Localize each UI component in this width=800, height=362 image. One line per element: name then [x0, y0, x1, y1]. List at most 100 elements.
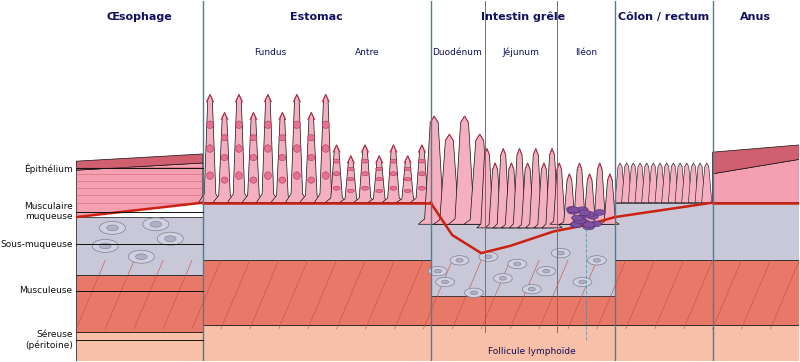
Ellipse shape: [235, 172, 242, 180]
Text: Épithélium: Épithélium: [24, 163, 73, 174]
Circle shape: [557, 251, 564, 255]
Polygon shape: [534, 163, 554, 228]
Ellipse shape: [308, 177, 314, 183]
Circle shape: [470, 291, 478, 295]
Ellipse shape: [308, 155, 314, 161]
Polygon shape: [615, 203, 799, 260]
Polygon shape: [477, 148, 497, 228]
Ellipse shape: [418, 172, 426, 176]
Ellipse shape: [390, 172, 397, 176]
Ellipse shape: [333, 172, 340, 176]
Ellipse shape: [376, 177, 382, 181]
Circle shape: [542, 269, 550, 273]
Polygon shape: [628, 163, 638, 203]
Text: Duodénum: Duodénum: [433, 47, 482, 56]
Ellipse shape: [206, 172, 214, 180]
Circle shape: [165, 236, 176, 241]
Polygon shape: [570, 163, 589, 224]
Text: Musculaire
muqueuse: Musculaire muqueuse: [24, 202, 73, 221]
Circle shape: [590, 221, 602, 227]
Ellipse shape: [347, 189, 354, 193]
Text: Follicule lymphoïde: Follicule lymphoïde: [488, 347, 576, 356]
Polygon shape: [203, 260, 799, 325]
Ellipse shape: [279, 155, 286, 161]
Ellipse shape: [404, 167, 411, 171]
Ellipse shape: [265, 121, 271, 129]
Polygon shape: [560, 174, 578, 224]
Ellipse shape: [294, 145, 300, 152]
Circle shape: [465, 288, 483, 298]
Polygon shape: [675, 163, 685, 203]
Polygon shape: [485, 163, 506, 228]
Polygon shape: [286, 94, 308, 203]
Circle shape: [128, 250, 154, 263]
Ellipse shape: [333, 186, 340, 190]
Polygon shape: [648, 163, 658, 203]
Polygon shape: [622, 163, 632, 203]
Polygon shape: [76, 163, 203, 217]
Polygon shape: [526, 148, 546, 228]
Polygon shape: [396, 156, 419, 203]
Circle shape: [508, 259, 526, 269]
Ellipse shape: [404, 177, 411, 181]
Text: Antre: Antre: [354, 47, 379, 56]
Circle shape: [574, 218, 586, 224]
Polygon shape: [550, 163, 569, 224]
Circle shape: [537, 266, 556, 276]
Circle shape: [579, 210, 590, 216]
Circle shape: [436, 277, 454, 287]
Circle shape: [143, 218, 169, 231]
Circle shape: [583, 224, 594, 230]
Polygon shape: [542, 148, 562, 228]
Circle shape: [99, 243, 111, 249]
Circle shape: [577, 207, 588, 212]
Circle shape: [494, 274, 512, 283]
Circle shape: [479, 252, 498, 261]
Ellipse shape: [235, 121, 242, 129]
Ellipse shape: [333, 159, 340, 163]
Polygon shape: [382, 145, 405, 203]
Circle shape: [567, 209, 579, 214]
Polygon shape: [688, 163, 698, 203]
Polygon shape: [464, 134, 496, 224]
Polygon shape: [590, 163, 609, 224]
Circle shape: [106, 225, 118, 231]
Ellipse shape: [404, 189, 411, 193]
Polygon shape: [270, 113, 294, 203]
Polygon shape: [434, 134, 466, 224]
Polygon shape: [702, 163, 712, 203]
Circle shape: [587, 256, 606, 265]
Polygon shape: [642, 163, 652, 203]
Ellipse shape: [376, 167, 382, 171]
Ellipse shape: [376, 189, 382, 193]
Ellipse shape: [221, 155, 228, 161]
Polygon shape: [493, 148, 514, 228]
Polygon shape: [354, 145, 377, 203]
Circle shape: [528, 287, 535, 291]
Polygon shape: [601, 174, 619, 224]
Ellipse shape: [362, 186, 369, 190]
Polygon shape: [300, 113, 323, 203]
Ellipse shape: [347, 177, 354, 181]
Polygon shape: [635, 163, 645, 203]
Circle shape: [594, 210, 606, 215]
Polygon shape: [242, 113, 265, 203]
Polygon shape: [682, 163, 692, 203]
Ellipse shape: [390, 186, 397, 190]
Polygon shape: [314, 94, 338, 203]
Text: Iléon: Iléon: [575, 47, 597, 56]
Ellipse shape: [418, 186, 426, 190]
Ellipse shape: [206, 145, 214, 152]
Ellipse shape: [250, 155, 257, 161]
Polygon shape: [227, 94, 250, 203]
Polygon shape: [668, 163, 678, 203]
Circle shape: [594, 258, 601, 262]
Ellipse shape: [250, 177, 257, 183]
Circle shape: [434, 269, 442, 273]
Circle shape: [99, 222, 126, 234]
Ellipse shape: [322, 145, 330, 152]
Circle shape: [499, 277, 506, 280]
Ellipse shape: [322, 121, 330, 129]
Ellipse shape: [418, 159, 426, 163]
Polygon shape: [418, 116, 450, 224]
